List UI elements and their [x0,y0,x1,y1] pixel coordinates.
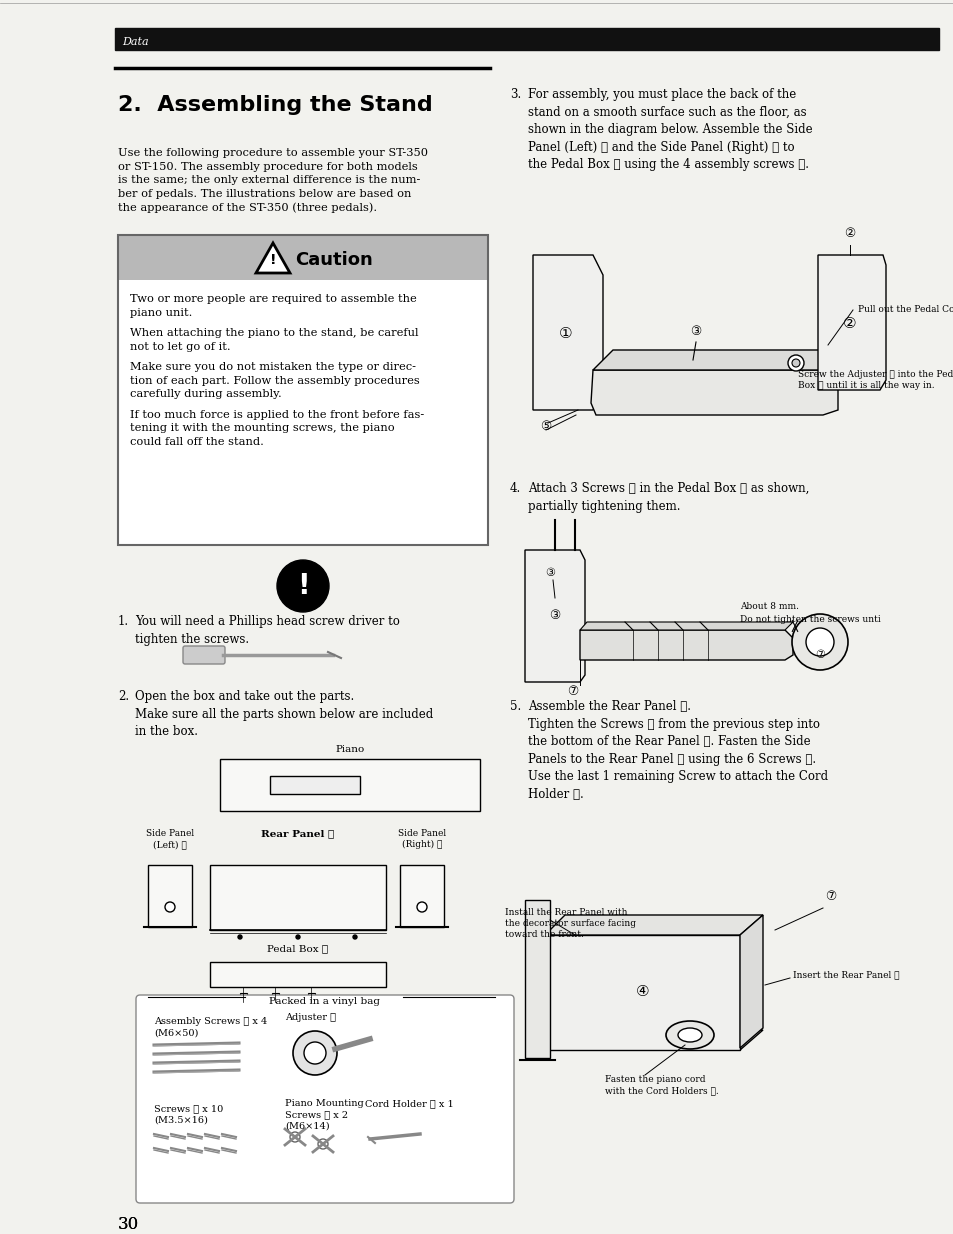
Text: ③: ③ [549,608,560,622]
Bar [272,993,278,1002]
Text: 30: 30 [118,1215,139,1233]
Text: When attaching the piano to the stand, be careful: When attaching the piano to the stand, b… [130,328,418,338]
Text: ⑦: ⑦ [566,685,578,698]
Text: Use the following procedure to assemble your ST-350
or ST-150. The assembly proc: Use the following procedure to assemble … [118,148,428,213]
Circle shape [353,935,356,939]
Text: Piano Mounting
Screws ⑧ x 2
(M6×14): Piano Mounting Screws ⑧ x 2 (M6×14) [285,1099,363,1130]
Text: could fall off the stand.: could fall off the stand. [130,437,264,447]
Text: Make sure you do not mistaken the type or direc-: Make sure you do not mistaken the type o… [130,362,416,371]
Text: not to let go of it.: not to let go of it. [130,342,231,352]
Text: 1.: 1. [118,615,129,628]
Text: Caution: Caution [294,251,373,269]
Polygon shape [524,900,550,1058]
Polygon shape [544,1030,762,1050]
Polygon shape [817,255,885,390]
Circle shape [791,359,800,366]
Bar [270,776,359,793]
Circle shape [165,902,174,912]
Text: You will need a Phillips head screw driver to
tighten the screws.: You will need a Phillips head screw driv… [135,615,399,645]
Polygon shape [579,622,792,631]
Polygon shape [544,935,740,1050]
Text: ③: ③ [544,568,555,578]
Text: Two or more people are required to assemble the: Two or more people are required to assem… [130,294,416,304]
Text: Insert the Rear Panel ④: Insert the Rear Panel ④ [792,970,899,979]
Text: Attach 3 Screws ⑦ in the Pedal Box ③ as shown,
partially tightening them.: Attach 3 Screws ⑦ in the Pedal Box ③ as … [527,482,808,512]
Text: piano unit.: piano unit. [130,307,193,317]
Text: Data: Data [122,37,149,47]
Text: If too much force is applied to the front before fas-: If too much force is applied to the fron… [130,410,424,420]
Text: For assembly, you must place the back of the
stand on a smooth surface such as t: For assembly, you must place the back of… [527,88,812,172]
Text: ②: ② [843,227,855,239]
Polygon shape [579,631,792,660]
Text: ①: ① [558,326,572,341]
Text: Do not tighten the screws unti: Do not tighten the screws unti [740,615,880,624]
Text: 2.: 2. [118,690,129,703]
FancyBboxPatch shape [183,647,225,664]
Text: Install the Rear Panel with
the decorator surface facing
toward the front.: Install the Rear Panel with the decorato… [504,908,636,939]
Bar [118,234,488,280]
Polygon shape [524,550,584,682]
Text: Screws ⑦ x 10
(M3.5×16): Screws ⑦ x 10 (M3.5×16) [153,1104,223,1124]
Text: 5.: 5. [510,700,520,713]
Text: Rear Panel ④: Rear Panel ④ [261,829,335,838]
Circle shape [237,935,242,939]
Text: Assembly Screws ⑤ x 4
(M6×50): Assembly Screws ⑤ x 4 (M6×50) [153,1017,267,1037]
Text: ⑤: ⑤ [539,420,551,433]
Bar [220,759,479,811]
Text: Packed in a vinyl bag: Packed in a vinyl bag [269,997,380,1006]
Text: ⑦: ⑦ [824,890,836,903]
Polygon shape [533,255,602,410]
Text: Side Panel
(Left) ①: Side Panel (Left) ① [146,829,193,849]
FancyBboxPatch shape [136,995,514,1203]
Text: Pull out the Pedal Cord.: Pull out the Pedal Cord. [857,305,953,313]
Polygon shape [590,370,837,415]
Text: !: ! [270,253,276,268]
Bar [240,993,247,1002]
Circle shape [304,1041,326,1064]
Text: Fasten the piano cord
with the Cord Holders ⑨.: Fasten the piano cord with the Cord Hold… [604,1075,718,1095]
Text: Cord Holder ⑨ x 1: Cord Holder ⑨ x 1 [365,1099,454,1108]
Text: Side Panel
(Right) ②: Side Panel (Right) ② [397,829,446,849]
Bar [118,280,488,545]
Circle shape [416,902,427,912]
Text: About 8 mm.: About 8 mm. [740,602,799,611]
Circle shape [791,615,847,670]
Bar [115,28,938,51]
Bar [118,234,488,545]
Text: Assemble the Rear Panel ④.
Tighten the Screws ⑦ from the previous step into
the : Assemble the Rear Panel ④. Tighten the S… [527,700,827,801]
Ellipse shape [678,1028,701,1041]
Text: 3.: 3. [510,88,520,101]
Ellipse shape [665,1021,713,1049]
Text: 4.: 4. [510,482,520,495]
Circle shape [787,355,803,371]
Circle shape [805,628,833,656]
Circle shape [293,1030,336,1075]
Text: ②: ② [842,316,856,331]
Polygon shape [544,914,762,935]
Bar [210,865,386,930]
Text: ④: ④ [636,985,649,1000]
Text: Adjuster ⑥: Adjuster ⑥ [285,1013,335,1022]
Text: tion of each part. Follow the assembly procedures: tion of each part. Follow the assembly p… [130,375,419,385]
Text: 2.  Assembling the Stand: 2. Assembling the Stand [118,95,433,115]
Text: ③: ③ [690,325,700,338]
Bar [308,993,314,1002]
Text: carefully during assembly.: carefully during assembly. [130,389,281,399]
Text: 30: 30 [118,1215,139,1233]
Polygon shape [593,350,837,370]
Polygon shape [740,914,762,1048]
Circle shape [276,560,329,612]
Text: ⑦: ⑦ [814,650,824,660]
Text: Open the box and take out the parts.
Make sure all the parts shown below are inc: Open the box and take out the parts. Mak… [135,690,433,738]
Circle shape [295,935,299,939]
Text: !: ! [296,573,309,600]
Bar [210,963,386,987]
Text: tening it with the mounting screws, the piano: tening it with the mounting screws, the … [130,423,395,433]
Text: Pedal Box ③: Pedal Box ③ [267,944,328,953]
Text: Piano: Piano [335,745,364,754]
Polygon shape [255,243,290,273]
Bar [148,865,192,927]
Text: Screw the Adjuster ⑥ into the Pedal
Box ③ until it is all the way in.: Screw the Adjuster ⑥ into the Pedal Box … [797,370,953,390]
Bar [399,865,443,927]
